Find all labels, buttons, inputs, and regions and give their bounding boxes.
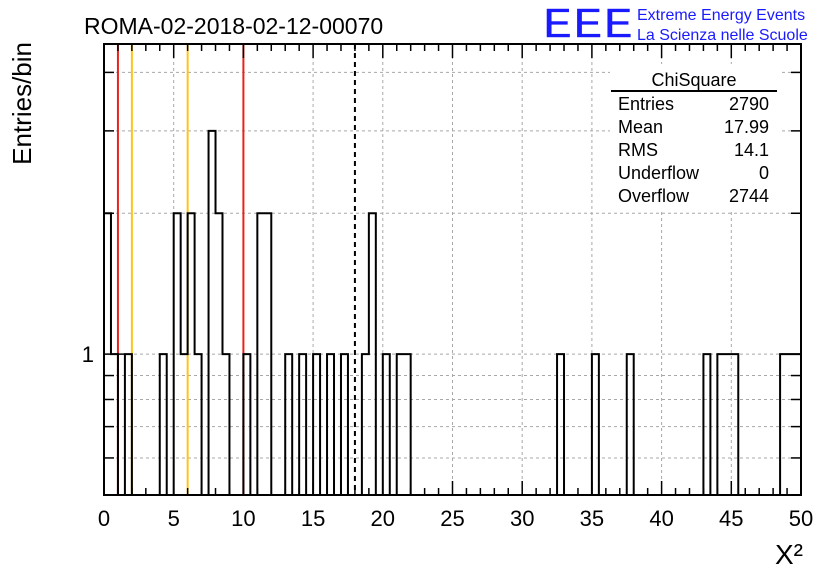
stats-row-value: 2790 (729, 94, 769, 114)
stats-row-label: Underflow (618, 163, 700, 183)
axis-ticks (103, 44, 802, 495)
eee-logo: EEE (543, 0, 634, 48)
x-tick-label: 50 (789, 506, 813, 531)
x-tick-label: 20 (371, 506, 395, 531)
x-tick-label: 5 (168, 506, 180, 531)
stats-row-label: Entries (618, 94, 674, 114)
stats-row-value: 2744 (729, 186, 769, 206)
stats-box-background (610, 64, 780, 212)
y-tick-label: 1 (82, 342, 94, 367)
eee-line2: La Scienza nelle Scuole (637, 27, 808, 44)
stats-box: ChiSquare Entries 2790 Mean 17.99 RMS 14.1 Und… (610, 64, 780, 212)
stats-title: ChiSquare (651, 70, 736, 90)
stats-row-value: 14.1 (734, 140, 769, 160)
x-tick-label: 30 (510, 506, 534, 531)
x-axis-label: X² (775, 539, 803, 570)
x-tick-label: 35 (580, 506, 604, 531)
eee-line1: Extreme Energy Events (637, 7, 805, 24)
chart-title: ROMA-02-2018-02-12-00070 (84, 13, 383, 39)
x-tick-labels: 0 5 10 15 20 25 30 35 40 45 50 (98, 506, 813, 531)
y-tick-labels: 1 (82, 342, 94, 367)
stats-row-label: Overflow (618, 186, 690, 206)
x-tick-label: 25 (440, 506, 464, 531)
x-tick-label: 40 (649, 506, 673, 531)
x-tick-label: 45 (719, 506, 743, 531)
y-axis-label: Entries/bin (7, 42, 37, 165)
stats-row-label: RMS (618, 140, 658, 160)
eee-branding: EEE Extreme Energy Events La Scienza nel… (542, 0, 808, 49)
stats-row-value: 17.99 (724, 117, 769, 137)
stats-row-value: 0 (759, 163, 769, 183)
x-tick-label: 15 (301, 506, 325, 531)
stats-rows: Entries 2790 Mean 17.99 RMS 14.1 Underflow 0 Ove… (618, 94, 769, 206)
stats-row-label: Mean (618, 117, 663, 137)
x-tick-label: 0 (98, 506, 110, 531)
x-tick-label: 10 (231, 506, 255, 531)
